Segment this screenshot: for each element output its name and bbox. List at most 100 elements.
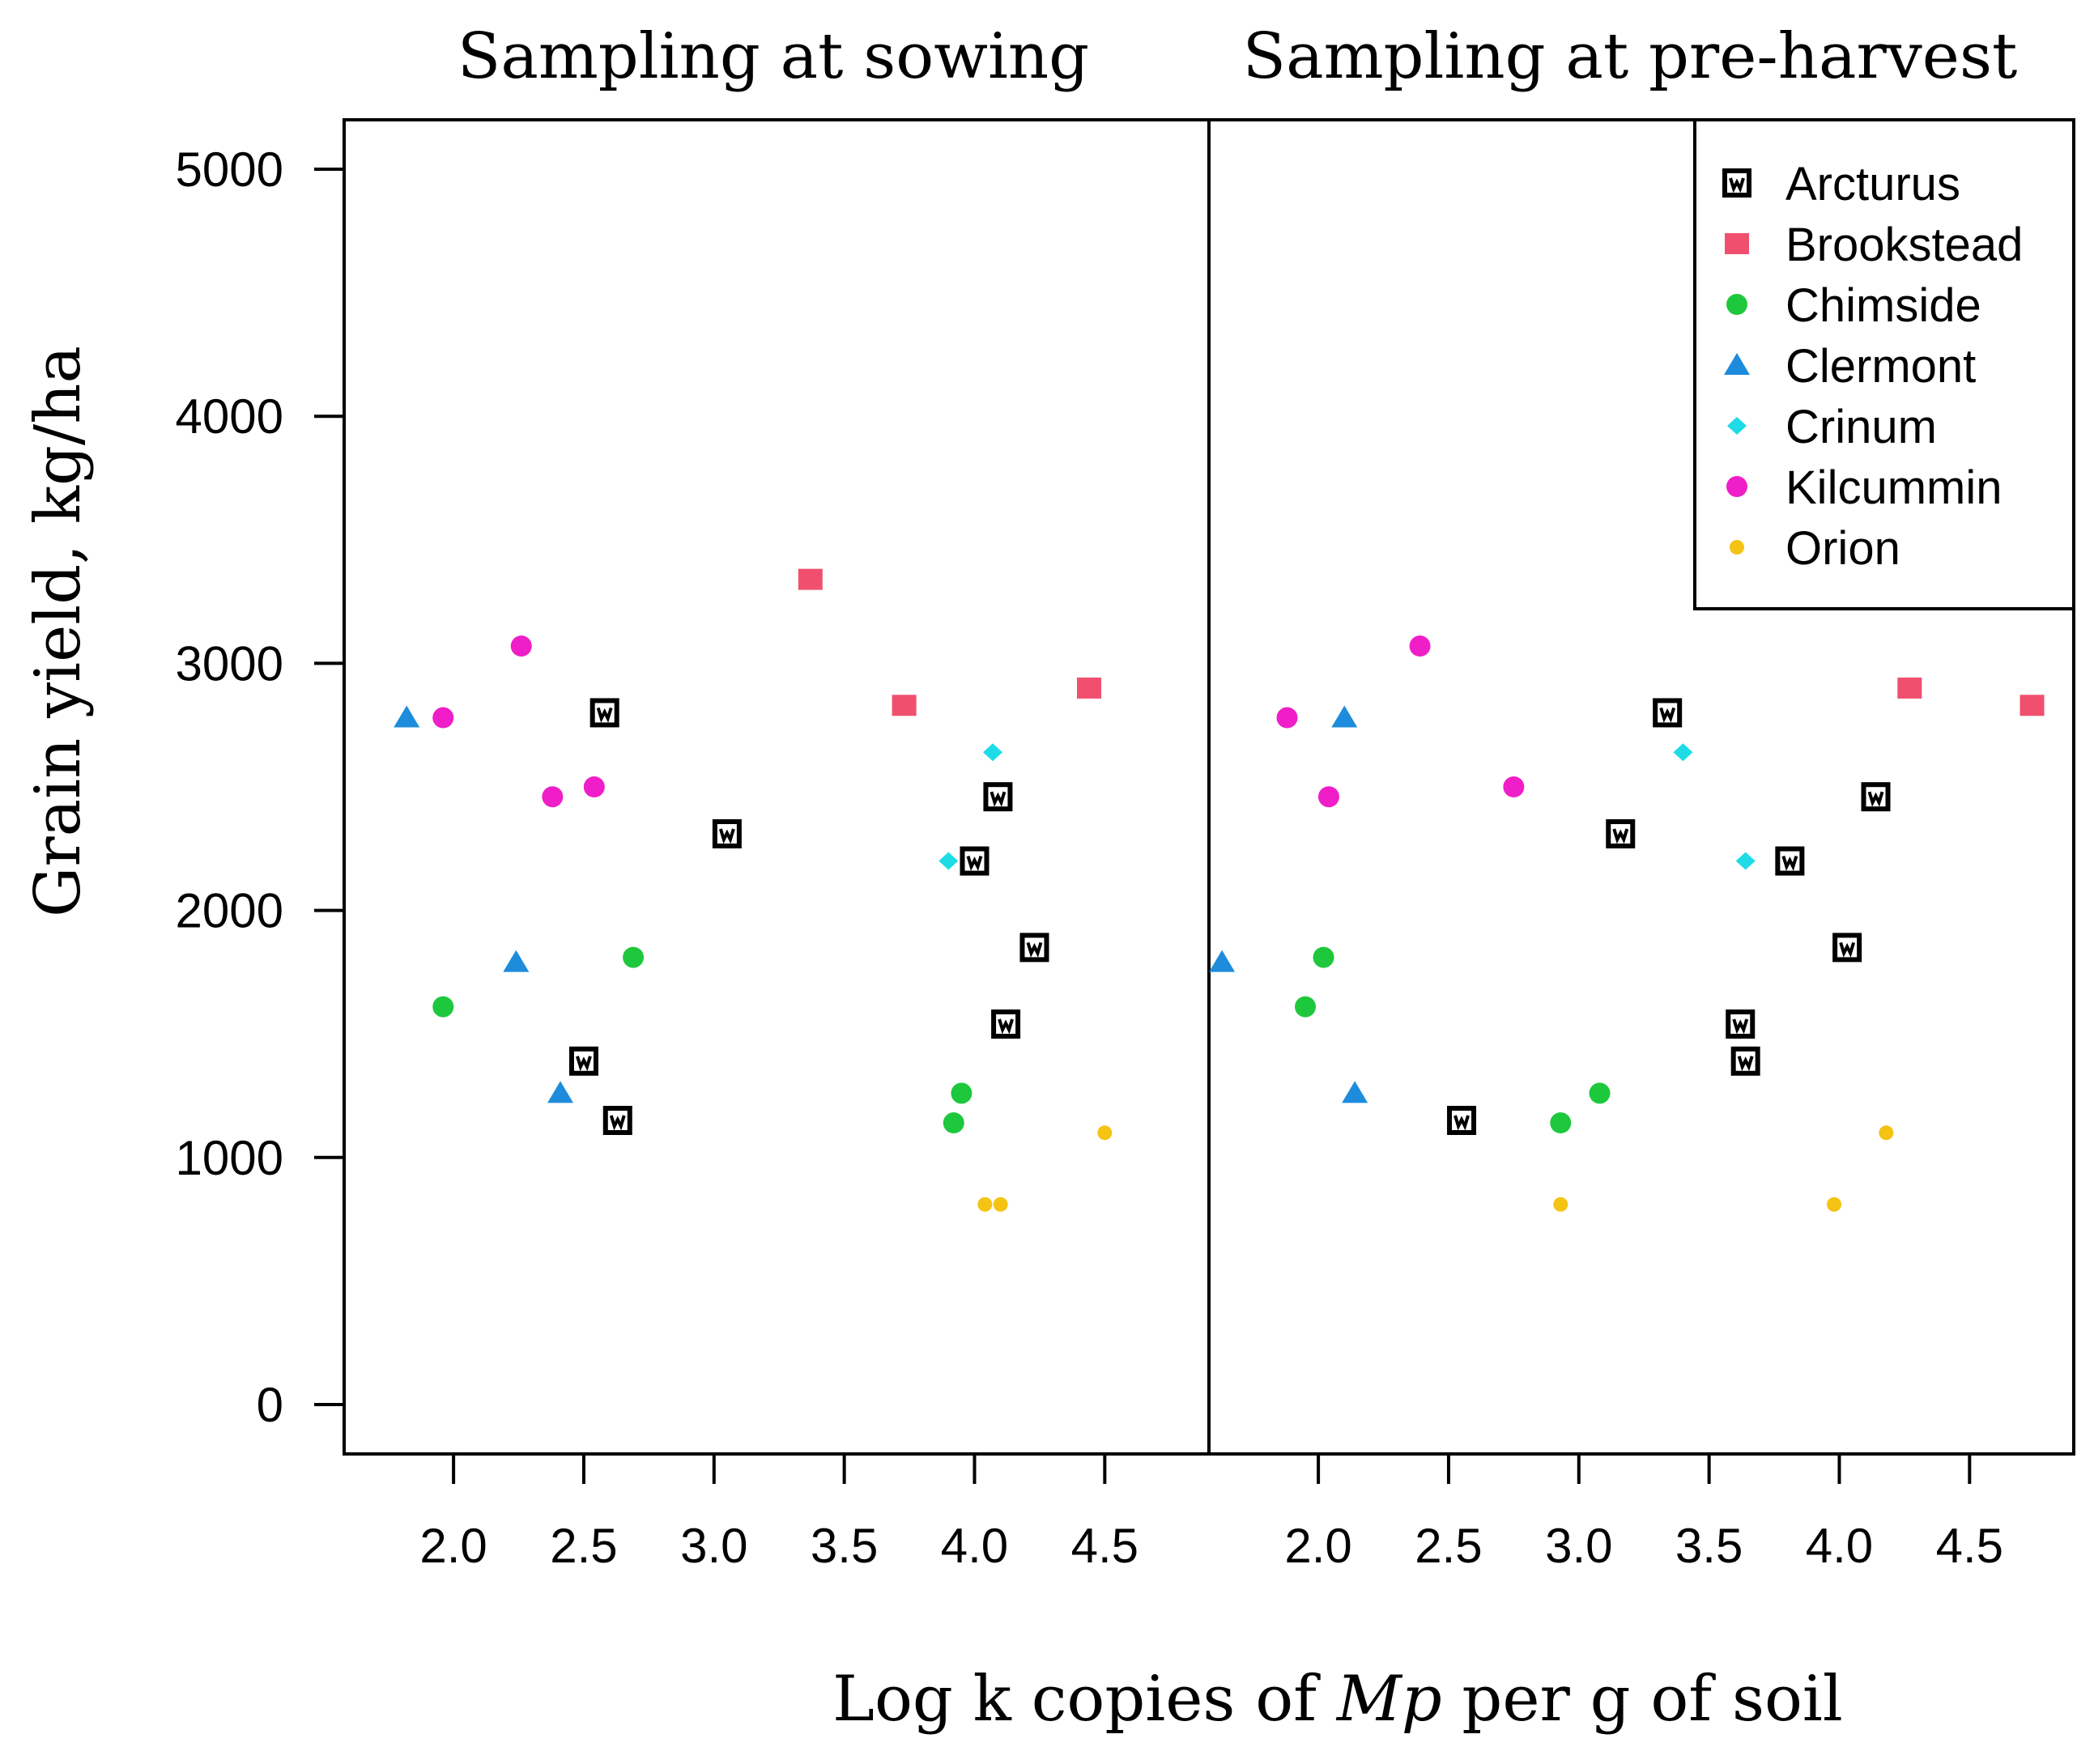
panel-frame-sowing <box>343 118 1211 1456</box>
point-kilcummin <box>1276 707 1298 729</box>
point-arcturus <box>1726 1009 1756 1039</box>
x-tick-label-4.5: 4.5 <box>1936 1519 2003 1573</box>
x-tick-label-2.0: 2.0 <box>1284 1519 1351 1573</box>
x-tick-label-3.0: 3.0 <box>680 1519 747 1573</box>
point-crinum <box>983 743 1002 762</box>
legend-label-arcturus: Arcturus <box>1785 158 1960 210</box>
x-axis-sowing: 2.0 2.5 3.0 3.5 4.0 4.5 <box>419 1454 1139 1573</box>
points-sowing <box>394 568 1113 1212</box>
point-brookstead <box>1897 677 1922 699</box>
x-axis-title-part2: per g of soil <box>1442 1663 1843 1736</box>
point-kilcummin <box>510 635 532 657</box>
legend-label-kilcummin: Kilcummin <box>1785 461 2002 514</box>
y-tick-label-1000: 1000 <box>176 1131 283 1185</box>
point-brookstead <box>798 568 823 590</box>
point-chimside <box>1589 1082 1611 1104</box>
point-chimside <box>1313 946 1334 968</box>
point-crinum <box>1673 743 1693 762</box>
point-kilcummin <box>583 776 605 797</box>
point-orion <box>1097 1125 1113 1141</box>
y-tick-label-5000: 5000 <box>176 142 283 197</box>
point-crinum <box>938 852 959 870</box>
point-arcturus <box>960 846 990 876</box>
panel-frame-preharvest <box>1207 118 2075 1456</box>
point-arcturus <box>1730 1046 1760 1076</box>
point-clermont <box>547 1081 573 1103</box>
point-chimside <box>1295 996 1317 1018</box>
point-arcturus <box>602 1106 632 1135</box>
x-tick-label-3.0: 3.0 <box>1545 1519 1612 1573</box>
legend-label-chimside: Chimside <box>1785 279 1981 332</box>
point-arcturus <box>983 782 1013 812</box>
point-kilcummin <box>542 786 564 808</box>
point-brookstead <box>892 695 917 716</box>
x-tick-label-4.5: 4.5 <box>1071 1519 1139 1573</box>
point-arcturus <box>1861 782 1891 812</box>
legend-marker-chimside <box>1726 294 1747 315</box>
x-axis-title-part1: Log k copies of <box>832 1663 1337 1736</box>
legend-marker-crinum <box>1727 417 1747 435</box>
point-arcturus <box>568 1046 598 1076</box>
point-brookstead <box>2020 695 2045 716</box>
panel-title-preharvest: Sampling at pre-harvest <box>1243 20 2018 93</box>
point-arcturus <box>589 698 619 728</box>
x-tick-label-4.0: 4.0 <box>941 1519 1008 1573</box>
y-axis: 0 1000 2000 3000 4000 5000 <box>176 142 344 1432</box>
legend-label-crinum: Crinum <box>1785 401 1937 453</box>
point-orion <box>993 1197 1008 1212</box>
legend-marker-clermont <box>1724 353 1750 375</box>
legend-marker-orion <box>1730 540 1744 555</box>
y-tick-label-3000: 3000 <box>176 636 283 691</box>
point-chimside <box>623 946 645 968</box>
x-axis-title: Log k copies of Mp per g of soil <box>832 1663 1843 1736</box>
x-tick-label-3.5: 3.5 <box>1675 1519 1743 1573</box>
point-chimside <box>943 1112 964 1134</box>
point-brookstead <box>1077 677 1102 699</box>
x-axis-title-mp: Mp <box>1335 1663 1442 1736</box>
y-tick-label-2000: 2000 <box>176 884 283 938</box>
point-arcturus <box>1832 933 1862 963</box>
point-orion <box>977 1197 993 1212</box>
point-arcturus <box>991 1009 1021 1039</box>
point-arcturus <box>1606 818 1636 848</box>
legend-marker-brookstead <box>1725 233 1749 254</box>
x-tick-label-2.0: 2.0 <box>419 1519 487 1573</box>
point-clermont <box>1331 705 1358 728</box>
points-preharvest <box>1209 635 2045 1212</box>
x-tick-label-3.5: 3.5 <box>811 1519 878 1573</box>
legend-label-brookstead: Brookstead <box>1785 219 2023 271</box>
point-kilcummin <box>1503 776 1525 797</box>
point-arcturus <box>1653 698 1683 728</box>
y-tick-label-4000: 4000 <box>176 389 283 444</box>
y-tick-label-0: 0 <box>257 1378 283 1432</box>
legend-label-clermont: Clermont <box>1785 340 1976 393</box>
legend-marker-arcturus <box>1722 168 1751 198</box>
x-tick-label-2.5: 2.5 <box>1415 1519 1482 1573</box>
x-tick-label-2.5: 2.5 <box>550 1519 617 1573</box>
point-arcturus <box>1019 933 1049 963</box>
legend: Arcturus Brookstead Chimside Clermont Crinum… <box>1693 118 2075 610</box>
legend-marker-kilcummin <box>1726 476 1747 497</box>
point-orion <box>1879 1125 1894 1141</box>
point-chimside <box>1550 1112 1572 1134</box>
x-axis-preharvest: 2.0 2.5 3.0 3.5 4.0 4.5 <box>1284 1454 2003 1573</box>
panel-title-sowing: Sampling at sowing <box>458 20 1089 93</box>
x-tick-label-4.0: 4.0 <box>1806 1519 1873 1573</box>
legend-box <box>1693 118 2075 610</box>
legend-label-orion: Orion <box>1785 522 1900 575</box>
point-orion <box>1827 1197 1842 1212</box>
point-orion <box>1553 1197 1568 1212</box>
point-clermont <box>1209 950 1236 972</box>
point-kilcummin <box>1409 635 1431 657</box>
point-chimside <box>432 996 454 1018</box>
point-clermont <box>394 705 420 728</box>
point-chimside <box>951 1082 973 1104</box>
y-axis-title: Grain yield, kg/ha <box>22 346 95 917</box>
point-arcturus <box>1447 1106 1477 1135</box>
point-kilcummin <box>432 707 454 729</box>
point-kilcummin <box>1317 786 1339 808</box>
point-clermont <box>503 950 530 972</box>
point-arcturus <box>1775 846 1805 876</box>
point-crinum <box>1735 852 1756 870</box>
